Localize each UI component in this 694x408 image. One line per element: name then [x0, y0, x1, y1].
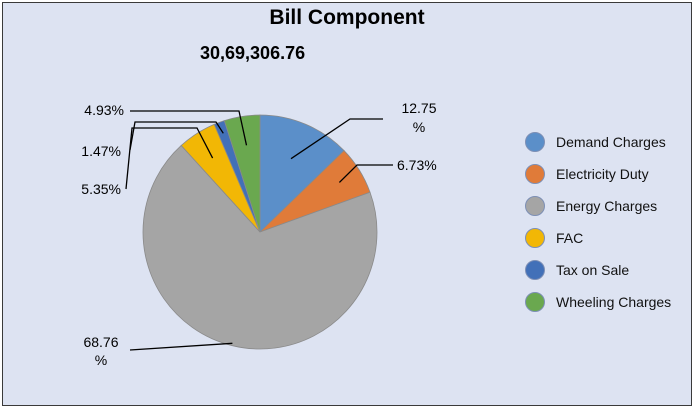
slice-energy-charges: [142, 144, 378, 350]
data-label-energy-charges: %: [95, 352, 107, 368]
leader-line-fac: [125, 127, 214, 190]
legend-label-fac: FAC: [556, 230, 583, 246]
legend-marker-energy-charges: [525, 196, 545, 216]
legend-marker-electricity-duty: [525, 164, 545, 184]
legend-marker-wheeling-charges: [525, 292, 545, 312]
leader-line-electricity-duty: [338, 164, 393, 183]
legend-marker-demand-charges: [525, 132, 545, 152]
slice-wheeling-charges: [223, 114, 261, 233]
data-label-fac: 5.35%: [81, 181, 121, 197]
leader-line-wheeling-charges: [130, 110, 248, 146]
leader-line-demand-charges: [290, 118, 383, 160]
legend-label-tax-on-sale: Tax on Sale: [556, 262, 629, 278]
legend-label-wheeling-charges: Wheeling Charges: [556, 294, 671, 310]
data-label-demand-charges: %: [413, 119, 425, 135]
legend-label-electricity-duty: Electricity Duty: [556, 166, 649, 182]
leader-line-tax-on-sale: [129, 121, 224, 151]
legend-label-energy-charges: Energy Charges: [556, 198, 657, 214]
legend-marker-tax-on-sale: [525, 260, 545, 280]
chart-subtitle: 30,69,306.76: [200, 43, 306, 63]
legend-label-demand-charges: Demand Charges: [556, 134, 666, 150]
data-label-electricity-duty: 6.73%: [397, 157, 437, 173]
chart-title: Bill Component: [269, 6, 425, 29]
data-label-demand-charges: 12.75: [401, 100, 436, 116]
slice-demand-charges: [259, 114, 345, 233]
leader-line-energy-charges: [129, 342, 233, 351]
data-label-energy-charges: 68.76: [83, 334, 118, 350]
data-label-wheeling-charges: 4.93%: [84, 102, 124, 118]
data-label-tax-on-sale: 1.47%: [81, 143, 121, 159]
legend-marker-fac: [525, 228, 545, 248]
